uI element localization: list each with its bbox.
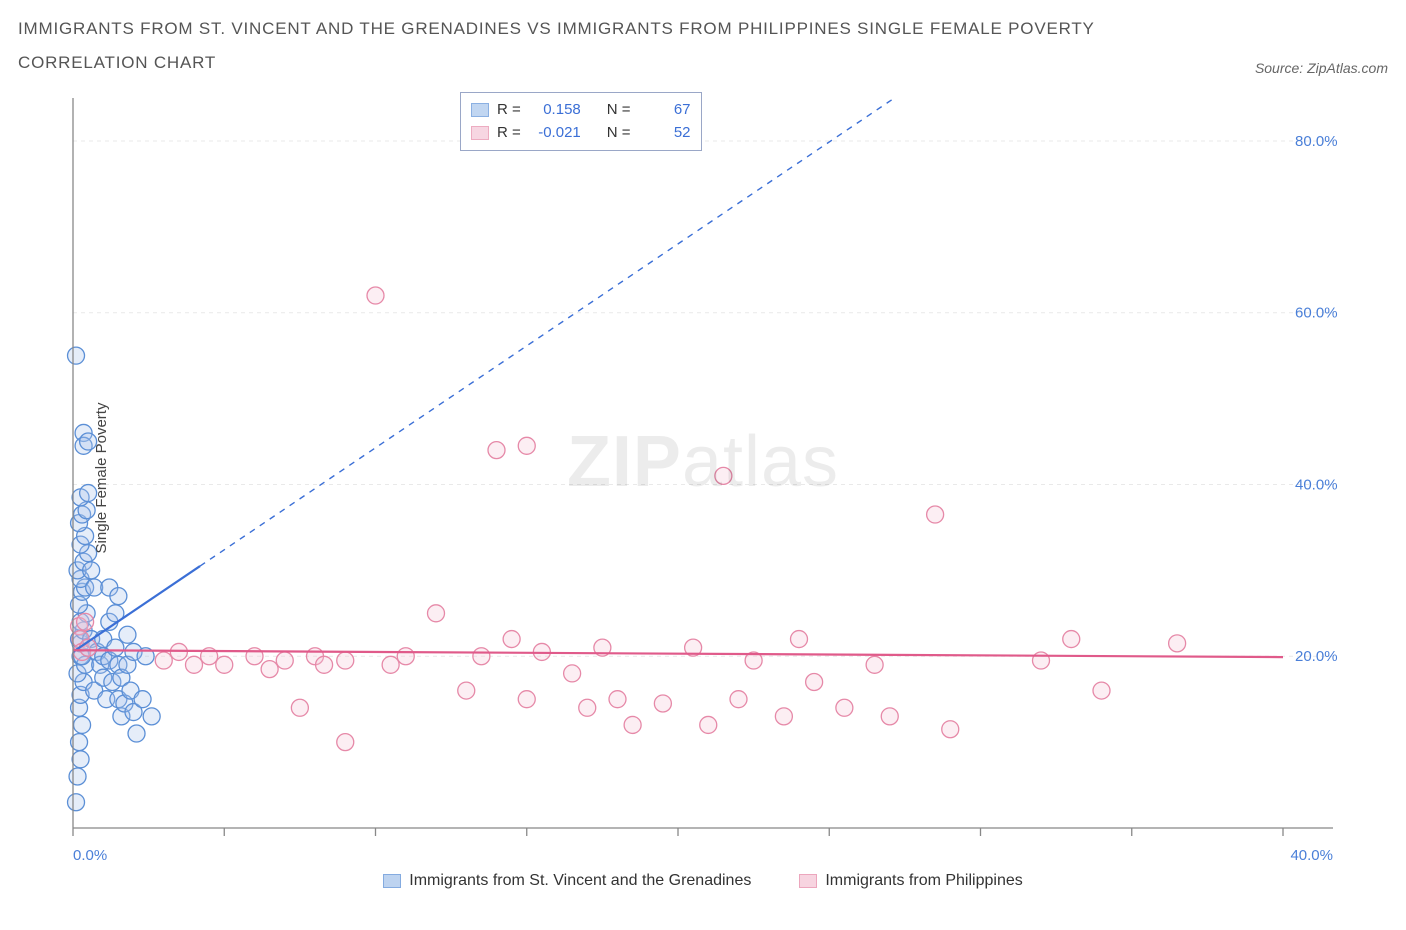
data-point — [624, 716, 641, 733]
data-point — [74, 716, 91, 733]
data-point — [143, 708, 160, 725]
data-point — [836, 699, 853, 716]
data-point — [186, 656, 203, 673]
data-point — [609, 691, 626, 708]
data-point — [72, 751, 89, 768]
data-point — [1169, 635, 1186, 652]
legend-row: R = 0.158 N = 67 — [471, 99, 691, 122]
data-point — [337, 652, 354, 669]
data-point — [291, 699, 308, 716]
data-point — [1033, 652, 1050, 669]
data-point — [791, 631, 808, 648]
data-point — [503, 631, 520, 648]
data-point — [77, 613, 94, 630]
data-point — [942, 721, 959, 738]
data-point — [261, 661, 278, 678]
data-point — [866, 656, 883, 673]
series-legend-item: Immigrants from Philippines — [799, 872, 1022, 890]
legend-swatch — [471, 126, 489, 140]
data-point — [927, 506, 944, 523]
data-point — [881, 708, 898, 725]
data-point — [458, 682, 475, 699]
data-point — [700, 716, 717, 733]
series-legend-label: Immigrants from Philippines — [825, 872, 1022, 890]
data-point — [518, 437, 535, 454]
data-point — [276, 652, 293, 669]
data-point — [488, 442, 505, 459]
series-legend: Immigrants from St. Vincent and the Gren… — [18, 872, 1388, 890]
data-point — [1093, 682, 1110, 699]
legend-n-value: 67 — [639, 99, 691, 122]
legend-r-value: 0.158 — [529, 99, 581, 122]
source-label: Source: — [1255, 60, 1303, 76]
source-credit: Source: ZipAtlas.com — [1255, 60, 1388, 80]
x-tick-label: 0.0% — [73, 847, 107, 864]
correlation-legend: R = 0.158 N = 67 R = -0.021 N = 52 — [460, 92, 702, 151]
y-tick-label: 20.0% — [1295, 648, 1338, 665]
data-point — [316, 656, 333, 673]
legend-n-value: 52 — [639, 122, 691, 145]
y-axis-label: Single Female Poverty — [93, 403, 110, 554]
data-point — [367, 287, 384, 304]
data-point — [68, 347, 85, 364]
data-point — [397, 648, 414, 665]
data-point — [155, 652, 172, 669]
legend-n-label: N = — [607, 99, 631, 122]
chart-area: Single Female Poverty ZIPatlas 20.0%40.0… — [18, 88, 1388, 868]
y-tick-label: 40.0% — [1295, 476, 1338, 493]
legend-r-value: -0.021 — [529, 122, 581, 145]
y-tick-label: 60.0% — [1295, 305, 1338, 322]
data-point — [134, 691, 151, 708]
data-point — [806, 674, 823, 691]
legend-swatch — [471, 103, 489, 117]
series-legend-label: Immigrants from St. Vincent and the Gren… — [409, 872, 751, 890]
data-point — [83, 562, 100, 579]
data-point — [428, 605, 445, 622]
legend-r-label: R = — [497, 122, 521, 145]
data-point — [110, 588, 127, 605]
legend-swatch — [799, 874, 817, 888]
source-value: ZipAtlas.com — [1307, 60, 1388, 76]
legend-swatch — [383, 874, 401, 888]
data-point — [107, 639, 124, 656]
data-point — [564, 665, 581, 682]
data-point — [382, 656, 399, 673]
data-point — [69, 768, 86, 785]
chart-header: IMMIGRANTS FROM ST. VINCENT AND THE GREN… — [18, 12, 1388, 80]
legend-row: R = -0.021 N = 52 — [471, 122, 691, 145]
data-point — [86, 579, 103, 596]
trend-line-extension — [200, 98, 894, 566]
data-point — [119, 626, 136, 643]
y-tick-label: 80.0% — [1295, 133, 1338, 150]
series-legend-item: Immigrants from St. Vincent and the Gren… — [383, 872, 751, 890]
data-point — [473, 648, 490, 665]
data-point — [654, 695, 671, 712]
data-point — [579, 699, 596, 716]
data-point — [715, 467, 732, 484]
data-point — [775, 708, 792, 725]
data-point — [128, 725, 145, 742]
x-tick-label: 40.0% — [1290, 847, 1333, 864]
chart-title: IMMIGRANTS FROM ST. VINCENT AND THE GREN… — [18, 12, 1118, 80]
data-point — [518, 691, 535, 708]
data-point — [730, 691, 747, 708]
data-point — [216, 656, 233, 673]
data-point — [337, 734, 354, 751]
legend-r-label: R = — [497, 99, 521, 122]
data-point — [68, 794, 85, 811]
data-point — [1063, 631, 1080, 648]
scatter-chart: 20.0% 40.0% 60.0% 80.0% 0.0% 40.0% — [18, 88, 1348, 868]
legend-n-label: N = — [607, 122, 631, 145]
